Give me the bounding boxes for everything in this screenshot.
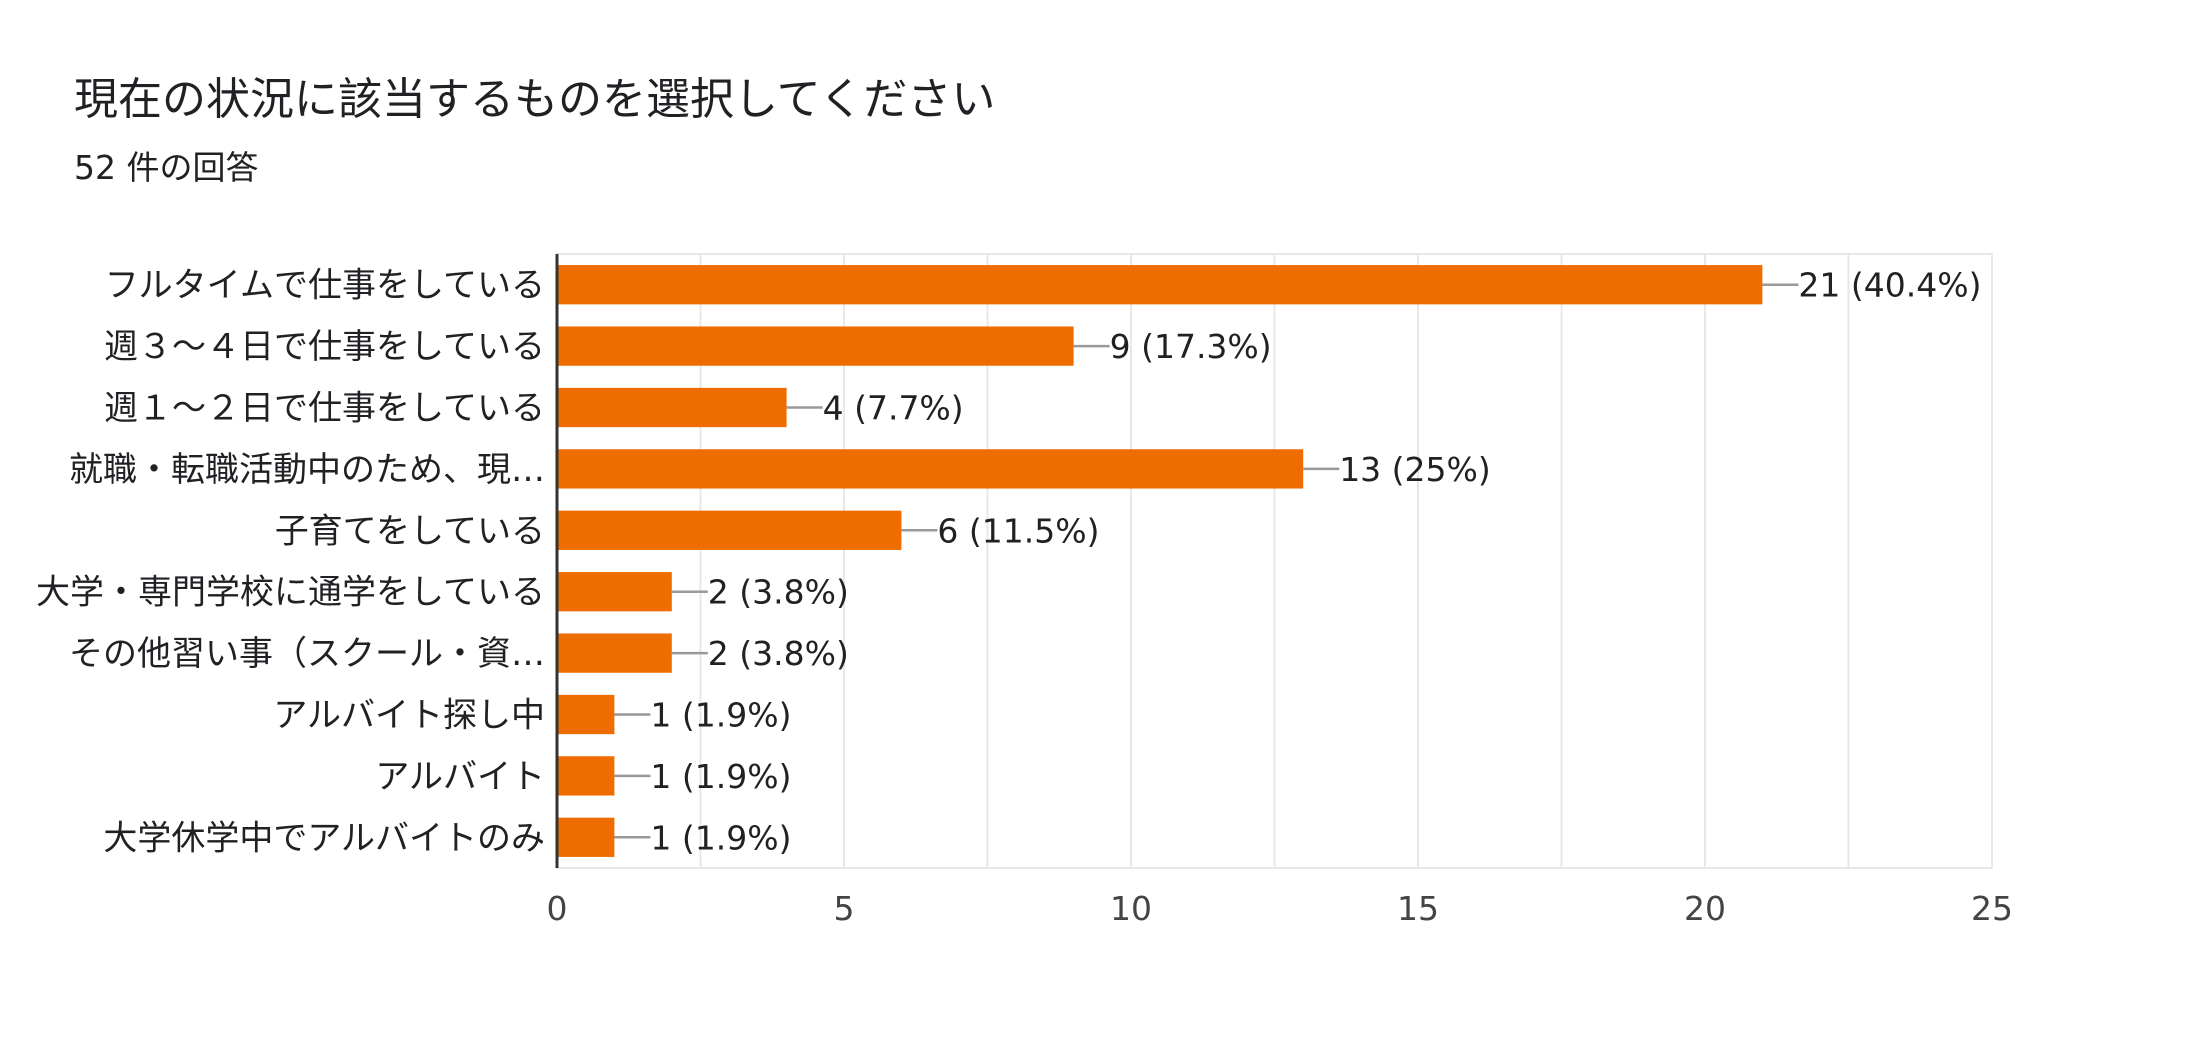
category-label: 大学休学中でアルバイトのみ [103, 818, 545, 858]
x-tick-label: 0 [547, 889, 568, 928]
data-label: 1 (1.9%) [650, 818, 791, 857]
x-tick-label: 15 [1397, 889, 1439, 928]
category-label: アルバイト [375, 757, 545, 797]
category-label: アルバイト探し中 [273, 696, 545, 736]
data-label: 4 (7.7%) [823, 389, 964, 428]
bar[interactable] [557, 756, 615, 796]
data-label: 2 (3.8%) [708, 634, 849, 673]
category-label: フルタイムで仕事をしている [105, 266, 545, 306]
bar[interactable] [557, 510, 902, 550]
axis-layer: 0 5 10 15 20 25 [547, 254, 2013, 928]
data-label: 1 (1.9%) [650, 696, 791, 735]
x-tick-label: 20 [1684, 889, 1726, 928]
data-label: 1 (1.9%) [650, 757, 791, 796]
data-label: 2 (3.8%) [708, 573, 849, 612]
data-label: 13 (25%) [1339, 450, 1491, 489]
x-tick-label: 5 [834, 889, 855, 928]
bar[interactable] [557, 572, 672, 612]
bar[interactable] [557, 387, 787, 428]
data-label: 21 (40.4%) [1798, 266, 1981, 305]
chart-title: 現在の状況に該当するものを選択してください [74, 74, 996, 125]
x-tick-label: 25 [1971, 889, 2013, 928]
category-label: 大学・専門学校に通学をしている [36, 573, 545, 613]
category-label: 子育てをしている [275, 511, 545, 551]
label-layer: 21 (40.4%) フルタイムで仕事をしている 9 (17.3%) 週３〜４日で仕事… [36, 266, 1981, 859]
data-label: 9 (17.3%) [1110, 327, 1272, 366]
bar[interactable] [557, 633, 672, 673]
bar[interactable] [557, 694, 615, 735]
category-label: 週３〜４日で仕事をしている [104, 327, 545, 367]
x-tick-label: 10 [1110, 889, 1152, 928]
response-count: 52 件の回答 [74, 148, 259, 187]
bar[interactable] [557, 265, 1763, 305]
category-label: その他習い事（スクール・資… [69, 634, 545, 674]
category-label: 就職・転職活動中のため、現… [69, 450, 545, 490]
bar[interactable] [557, 326, 1074, 366]
category-label: 週１〜２日で仕事をしている [104, 389, 545, 429]
bar-layer [557, 265, 1763, 857]
bar[interactable] [557, 817, 615, 857]
data-label: 6 (11.5%) [937, 511, 1099, 550]
bar[interactable] [557, 449, 1304, 489]
